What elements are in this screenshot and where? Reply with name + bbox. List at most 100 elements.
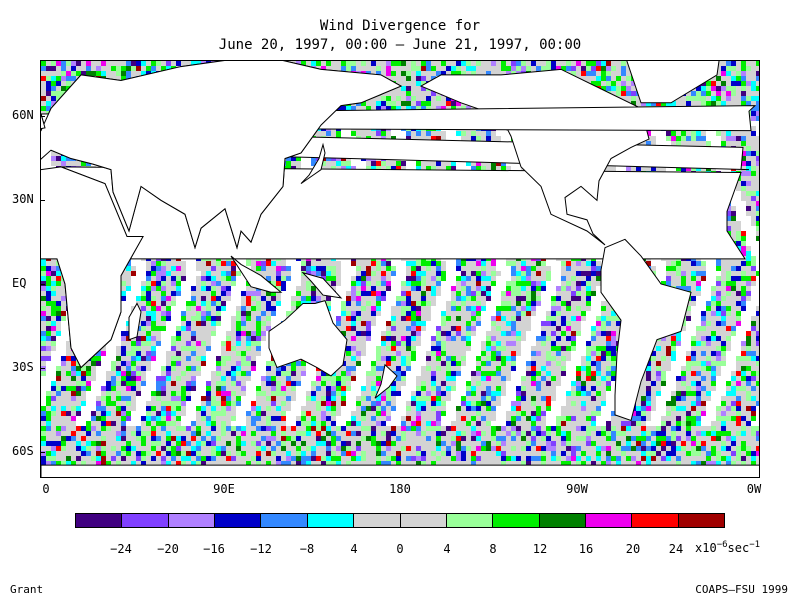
divergence-cell — [591, 261, 596, 266]
divergence-cell — [56, 81, 61, 86]
divergence-cell — [726, 61, 731, 66]
divergence-cell — [71, 161, 76, 166]
divergence-cell — [326, 131, 331, 136]
divergence-cell — [121, 61, 126, 66]
divergence-cell — [581, 76, 586, 81]
divergence-cell — [381, 61, 386, 66]
divergence-cell — [596, 76, 601, 81]
divergence-cell — [391, 91, 396, 96]
divergence-cell — [721, 261, 726, 266]
divergence-cell — [651, 136, 656, 141]
divergence-cell — [251, 266, 256, 271]
divergence-cell — [706, 91, 711, 96]
divergence-cell — [431, 91, 436, 96]
divergence-cell — [61, 91, 66, 96]
divergence-cell — [661, 166, 666, 171]
divergence-cell — [386, 61, 391, 66]
divergence-cell — [751, 186, 756, 191]
divergence-cell — [746, 166, 751, 171]
divergence-cell — [381, 96, 386, 101]
divergence-cell — [431, 261, 436, 266]
divergence-cell — [151, 66, 156, 71]
divergence-cell — [751, 261, 756, 266]
divergence-cell — [706, 86, 711, 91]
divergence-cell — [611, 81, 616, 86]
divergence-cell — [281, 266, 286, 271]
divergence-cell — [56, 71, 61, 76]
divergence-cell — [371, 96, 376, 101]
divergence-cell — [221, 266, 226, 271]
divergence-cell — [751, 71, 756, 76]
divergence-cell — [66, 61, 71, 66]
divergence-cell — [731, 211, 736, 216]
divergence-cell — [756, 236, 759, 241]
divergence-cell — [496, 161, 501, 166]
divergence-cell — [741, 61, 746, 66]
divergence-cell — [401, 166, 406, 171]
divergence-cell — [141, 66, 146, 71]
divergence-cell — [756, 186, 759, 191]
divergence-cell — [441, 106, 446, 111]
divergence-cell — [706, 81, 711, 86]
divergence-cell — [451, 101, 456, 106]
divergence-cell — [151, 266, 156, 271]
divergence-cell — [56, 76, 61, 81]
divergence-cell — [721, 96, 726, 101]
divergence-cell — [716, 101, 721, 106]
divergence-cell — [636, 166, 641, 171]
divergence-cell — [361, 261, 366, 266]
divergence-cell — [741, 71, 746, 76]
divergence-cell — [736, 241, 741, 246]
divergence-cell — [176, 261, 181, 266]
divergence-cell — [61, 81, 66, 86]
divergence-cell — [246, 261, 251, 266]
divergence-cell — [736, 236, 741, 241]
divergence-cell — [381, 101, 386, 106]
divergence-cell — [116, 71, 121, 76]
divergence-cell — [301, 261, 306, 266]
divergence-cell — [756, 211, 759, 216]
divergence-cell — [201, 266, 206, 271]
divergence-cell — [506, 261, 511, 266]
divergence-cell — [121, 71, 126, 76]
divergence-cell — [466, 161, 471, 166]
divergence-cell — [746, 186, 751, 191]
divergence-cell — [731, 71, 736, 76]
divergence-cell — [371, 131, 376, 136]
divergence-cell — [436, 106, 441, 111]
divergence-cell — [751, 221, 756, 226]
divergence-cell — [571, 261, 576, 266]
divergence-cell — [326, 161, 331, 166]
divergence-cell — [756, 206, 759, 211]
divergence-cell — [181, 61, 186, 66]
divergence-cell — [321, 261, 326, 266]
divergence-cell — [746, 81, 751, 86]
divergence-cell — [471, 71, 476, 76]
divergence-cell — [41, 96, 46, 101]
divergence-cell — [726, 96, 731, 101]
divergence-cell — [376, 96, 381, 101]
divergence-cell — [326, 66, 331, 71]
divergence-cell — [741, 141, 746, 146]
divergence-cell — [731, 216, 736, 221]
divergence-cell — [166, 61, 171, 66]
divergence-cell — [416, 166, 421, 171]
divergence-cell — [431, 76, 436, 81]
divergence-cell — [581, 61, 586, 66]
divergence-cell — [356, 131, 361, 136]
divergence-cell — [606, 71, 611, 76]
divergence-cell — [456, 66, 461, 71]
divergence-cell — [686, 136, 691, 141]
divergence-cell — [606, 66, 611, 71]
divergence-cell — [616, 66, 621, 71]
divergence-cell — [266, 261, 271, 266]
divergence-cell — [456, 261, 461, 266]
divergence-cell — [371, 166, 376, 171]
divergence-cell — [561, 66, 566, 71]
divergence-cell — [486, 71, 491, 76]
divergence-cell — [96, 61, 101, 66]
divergence-cell — [746, 71, 751, 76]
divergence-cell — [411, 71, 416, 76]
divergence-cell — [381, 71, 386, 76]
divergence-cell — [756, 136, 759, 141]
